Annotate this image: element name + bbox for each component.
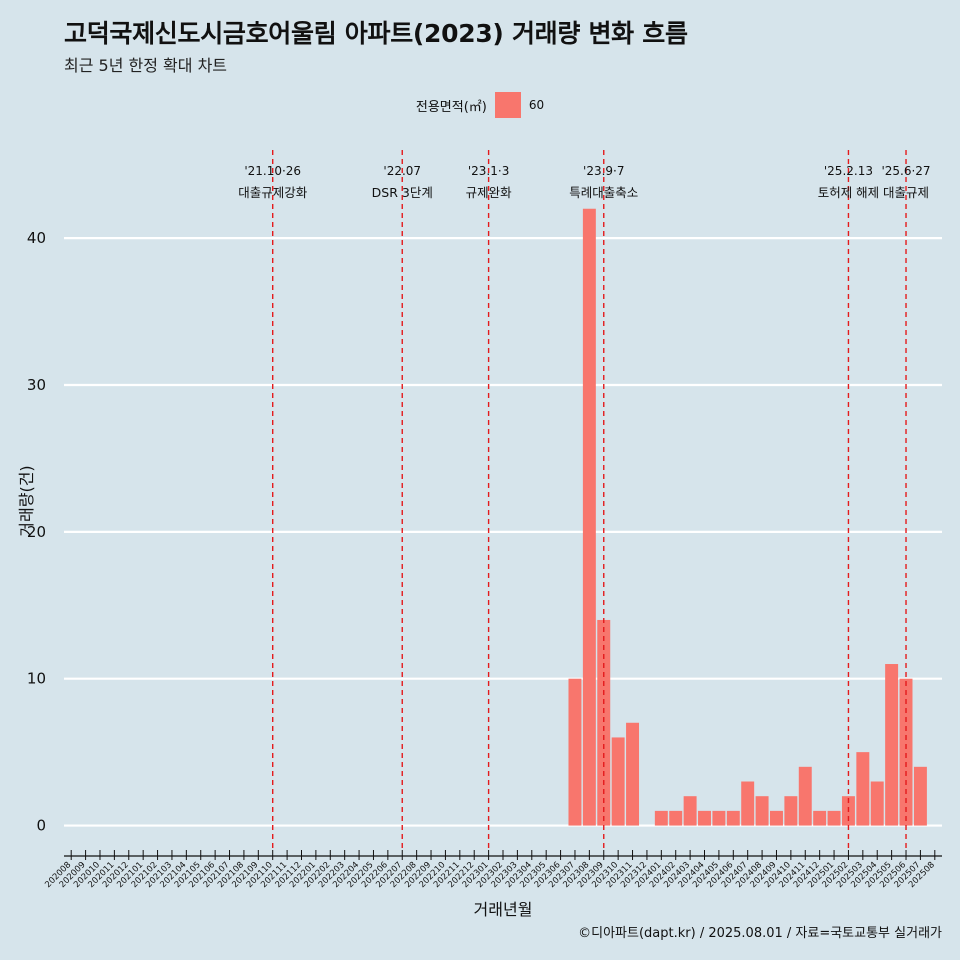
bar [827,810,841,826]
bar [856,752,870,826]
y-tick-label: 0 [36,817,46,835]
bar [899,678,913,826]
event-date-label: '25.6·27 [881,164,930,178]
event-date-label: '25.2.13 [824,164,873,178]
bar [913,766,927,826]
bar [712,810,726,826]
chart-subtitle: 최근 5년 한정 확대 차트 [64,56,228,75]
legend-title: 전용면적(㎡) [415,99,487,115]
bar [870,781,884,826]
event-date-label: '23.1·3 [468,164,509,178]
bar [741,781,755,826]
bar [813,810,827,826]
bar [885,664,899,826]
y-tick-label: 40 [27,229,46,247]
chart-title: 고덕국제신도시금호어울림 아파트(2023) 거래량 변화 흐름 [64,19,688,48]
bar [654,810,668,826]
event-text-label: DSR 3단계 [372,185,433,200]
source-caption: ©디아파트(dapt.kr) / 2025.08.01 / 자료=국토교통부 실… [578,926,942,941]
event-text-label: 규제완화 [466,185,513,200]
bar [698,810,711,826]
bar [582,208,596,826]
event-date-label: '21.10·26 [244,164,301,178]
event-text-label: 토허제 해제 [818,185,879,200]
legend: 전용면적(㎡) 60 [0,92,960,118]
bar [626,722,640,826]
bar [568,678,582,826]
bar [597,619,611,826]
bar [683,796,697,826]
bar [784,796,798,826]
x-axis-title: 거래년월 [474,900,533,919]
bar [769,810,783,826]
event-date-label: '22.07 [383,164,421,178]
bar [611,737,625,826]
event-date-label: '23.9·7 [583,164,624,178]
legend-item-label: 60 [528,98,545,112]
bar [669,810,683,826]
y-tick-label: 10 [27,670,46,688]
bar [798,766,812,826]
bar [755,796,769,826]
event-text-label: 특례대출축소 [569,185,638,200]
y-tick-label: 30 [27,376,46,394]
event-text-label: 대출규제강화 [238,185,308,200]
event-text-label: 대출규제 [883,185,929,200]
bar [726,810,740,826]
legend-swatch [494,92,521,118]
y-axis-title: 거래량(건) [17,465,36,536]
y-tick-label: 20 [27,523,46,541]
